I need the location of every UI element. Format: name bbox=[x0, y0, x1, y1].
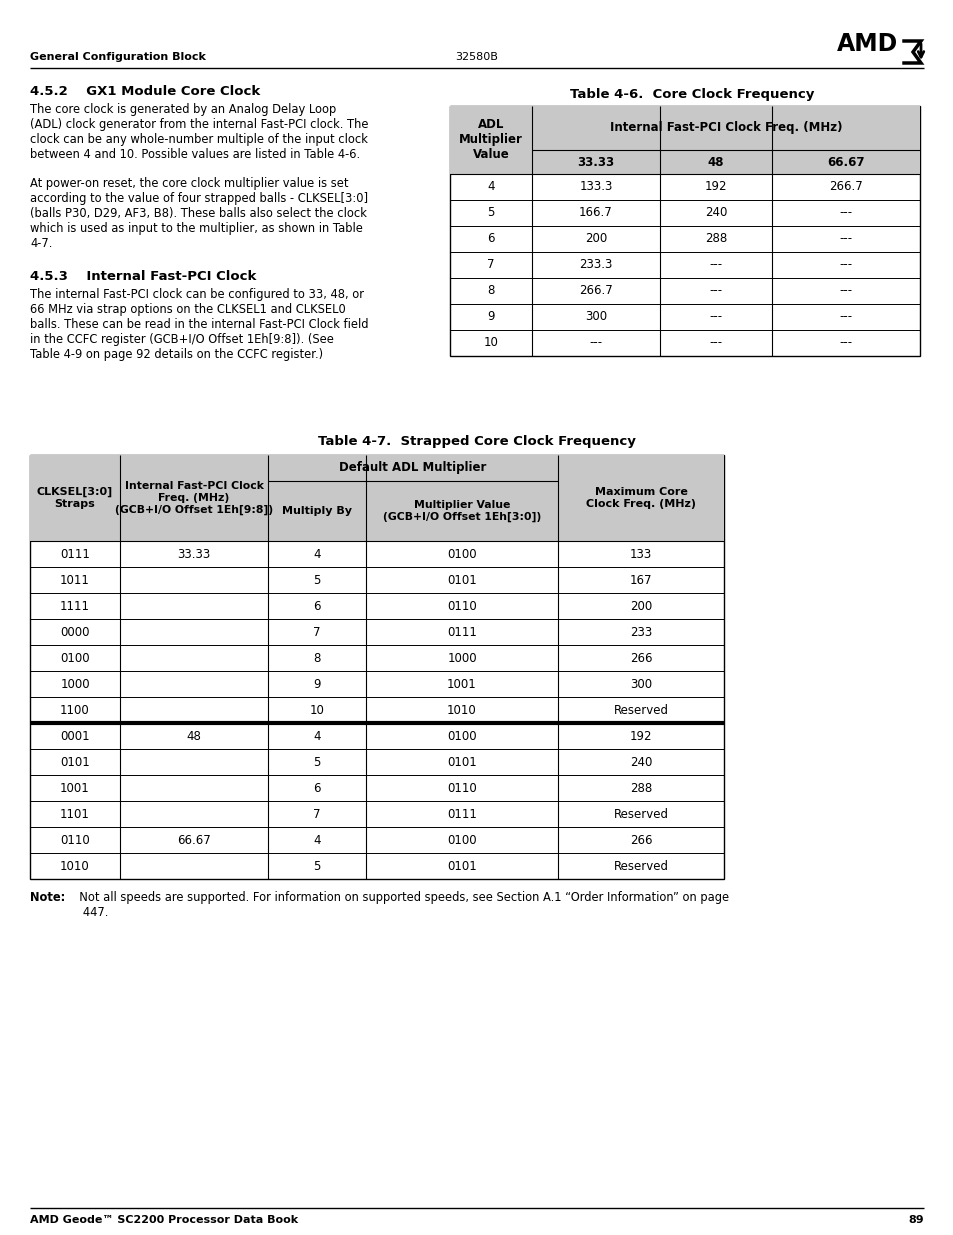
Text: Not all speeds are supported. For information on supported speeds, see Section A: Not all speeds are supported. For inform… bbox=[71, 890, 728, 919]
Text: 0110: 0110 bbox=[60, 834, 90, 846]
Text: 233.3: 233.3 bbox=[578, 258, 612, 272]
Bar bbox=[30, 454, 723, 879]
Text: 5: 5 bbox=[487, 206, 495, 220]
Text: Default ADL Multiplier: Default ADL Multiplier bbox=[339, 462, 486, 474]
Text: 66.67: 66.67 bbox=[826, 156, 863, 168]
Text: 200: 200 bbox=[629, 599, 652, 613]
Text: 300: 300 bbox=[629, 678, 652, 690]
Text: 288: 288 bbox=[629, 782, 652, 794]
Text: 6: 6 bbox=[487, 232, 495, 246]
Text: 0111: 0111 bbox=[60, 547, 90, 561]
Text: 0100: 0100 bbox=[60, 652, 90, 664]
Text: 5: 5 bbox=[313, 573, 320, 587]
Text: 288: 288 bbox=[704, 232, 726, 246]
Text: ---: --- bbox=[839, 258, 852, 272]
Text: 300: 300 bbox=[584, 310, 606, 324]
Text: 7: 7 bbox=[313, 808, 320, 820]
Text: 1111: 1111 bbox=[60, 599, 90, 613]
Text: 133: 133 bbox=[629, 547, 652, 561]
Text: ---: --- bbox=[839, 336, 852, 350]
Text: 5: 5 bbox=[313, 860, 320, 872]
Text: 1011: 1011 bbox=[60, 573, 90, 587]
Text: Note:: Note: bbox=[30, 890, 65, 904]
Text: 1010: 1010 bbox=[60, 860, 90, 872]
Text: 0101: 0101 bbox=[447, 756, 476, 768]
Text: CLKSEL[3:0]
Straps: CLKSEL[3:0] Straps bbox=[37, 487, 113, 509]
Bar bbox=[450, 149, 919, 174]
Text: Reserved: Reserved bbox=[613, 860, 668, 872]
Bar bbox=[30, 454, 723, 541]
Text: 1001: 1001 bbox=[447, 678, 476, 690]
Text: General Configuration Block: General Configuration Block bbox=[30, 52, 206, 62]
Text: 0100: 0100 bbox=[447, 834, 476, 846]
Text: 9: 9 bbox=[487, 310, 495, 324]
Text: 4: 4 bbox=[313, 547, 320, 561]
Text: 4.5.2    GX1 Module Core Clock: 4.5.2 GX1 Module Core Clock bbox=[30, 85, 260, 98]
Text: 0100: 0100 bbox=[447, 547, 476, 561]
Text: 8: 8 bbox=[313, 652, 320, 664]
Text: 8: 8 bbox=[487, 284, 495, 298]
Text: ---: --- bbox=[589, 336, 602, 350]
Text: 0111: 0111 bbox=[447, 808, 476, 820]
Text: At power-on reset, the core clock multiplier value is set
according to the value: At power-on reset, the core clock multip… bbox=[30, 177, 368, 249]
Text: 240: 240 bbox=[704, 206, 726, 220]
Text: 10: 10 bbox=[483, 336, 497, 350]
Text: 0101: 0101 bbox=[60, 756, 90, 768]
Text: ---: --- bbox=[709, 258, 721, 272]
Text: Table 4-6.  Core Clock Frequency: Table 4-6. Core Clock Frequency bbox=[569, 88, 813, 101]
Text: 4.5.3    Internal Fast-PCI Clock: 4.5.3 Internal Fast-PCI Clock bbox=[30, 270, 256, 283]
Text: 0101: 0101 bbox=[447, 860, 476, 872]
Text: ---: --- bbox=[839, 232, 852, 246]
Text: ---: --- bbox=[839, 310, 852, 324]
Text: ---: --- bbox=[709, 336, 721, 350]
Text: 0110: 0110 bbox=[447, 782, 476, 794]
Text: 0000: 0000 bbox=[60, 625, 90, 638]
Text: 266: 266 bbox=[629, 834, 652, 846]
Text: ---: --- bbox=[709, 284, 721, 298]
Text: 166.7: 166.7 bbox=[578, 206, 612, 220]
Text: 167: 167 bbox=[629, 573, 652, 587]
Text: 5: 5 bbox=[313, 756, 320, 768]
Text: ADL
Multiplier
Value: ADL Multiplier Value bbox=[458, 119, 522, 162]
Text: The internal Fast-PCI clock can be configured to 33, 48, or
66 MHz via strap opt: The internal Fast-PCI clock can be confi… bbox=[30, 288, 368, 361]
Text: Maximum Core
Clock Freq. (MHz): Maximum Core Clock Freq. (MHz) bbox=[585, 487, 696, 509]
Text: Internal Fast-PCI Clock
Freq. (MHz)
(GCB+I/O Offset 1Eh[9:8]): Internal Fast-PCI Clock Freq. (MHz) (GCB… bbox=[114, 482, 273, 515]
Text: 192: 192 bbox=[704, 180, 726, 194]
Text: ---: --- bbox=[839, 284, 852, 298]
Text: 266.7: 266.7 bbox=[578, 284, 612, 298]
Text: 33.33: 33.33 bbox=[577, 156, 614, 168]
Text: Internal Fast-PCI Clock Freq. (MHz): Internal Fast-PCI Clock Freq. (MHz) bbox=[609, 121, 841, 135]
Text: 1000: 1000 bbox=[60, 678, 90, 690]
Text: 266.7: 266.7 bbox=[828, 180, 862, 194]
Text: 4: 4 bbox=[313, 730, 320, 742]
Bar bbox=[450, 106, 919, 149]
Text: 66.67: 66.67 bbox=[177, 834, 211, 846]
Text: 1001: 1001 bbox=[60, 782, 90, 794]
Text: 233: 233 bbox=[629, 625, 652, 638]
Text: Table 4-7.  Strapped Core Clock Frequency: Table 4-7. Strapped Core Clock Frequency bbox=[317, 435, 636, 448]
Text: 0100: 0100 bbox=[447, 730, 476, 742]
Text: 192: 192 bbox=[629, 730, 652, 742]
Text: 200: 200 bbox=[584, 232, 606, 246]
Text: 9: 9 bbox=[313, 678, 320, 690]
Text: 133.3: 133.3 bbox=[578, 180, 612, 194]
Text: ---: --- bbox=[839, 206, 852, 220]
Text: 48: 48 bbox=[707, 156, 723, 168]
Text: 10: 10 bbox=[309, 704, 324, 716]
Text: 33.33: 33.33 bbox=[177, 547, 211, 561]
Text: 240: 240 bbox=[629, 756, 652, 768]
Text: 1101: 1101 bbox=[60, 808, 90, 820]
Text: 48: 48 bbox=[187, 730, 201, 742]
Text: Multiplier Value
(GCB+I/O Offset 1Eh[3:0]): Multiplier Value (GCB+I/O Offset 1Eh[3:0… bbox=[382, 500, 540, 522]
Text: 0110: 0110 bbox=[447, 599, 476, 613]
Text: 7: 7 bbox=[487, 258, 495, 272]
Text: 0001: 0001 bbox=[60, 730, 90, 742]
Text: AMD Geode™ SC2200 Processor Data Book: AMD Geode™ SC2200 Processor Data Book bbox=[30, 1215, 297, 1225]
Text: 0111: 0111 bbox=[447, 625, 476, 638]
Text: 1010: 1010 bbox=[447, 704, 476, 716]
Bar bbox=[450, 106, 919, 356]
Text: Reserved: Reserved bbox=[613, 704, 668, 716]
Text: 32580B: 32580B bbox=[456, 52, 497, 62]
Text: 266: 266 bbox=[629, 652, 652, 664]
Text: 6: 6 bbox=[313, 599, 320, 613]
